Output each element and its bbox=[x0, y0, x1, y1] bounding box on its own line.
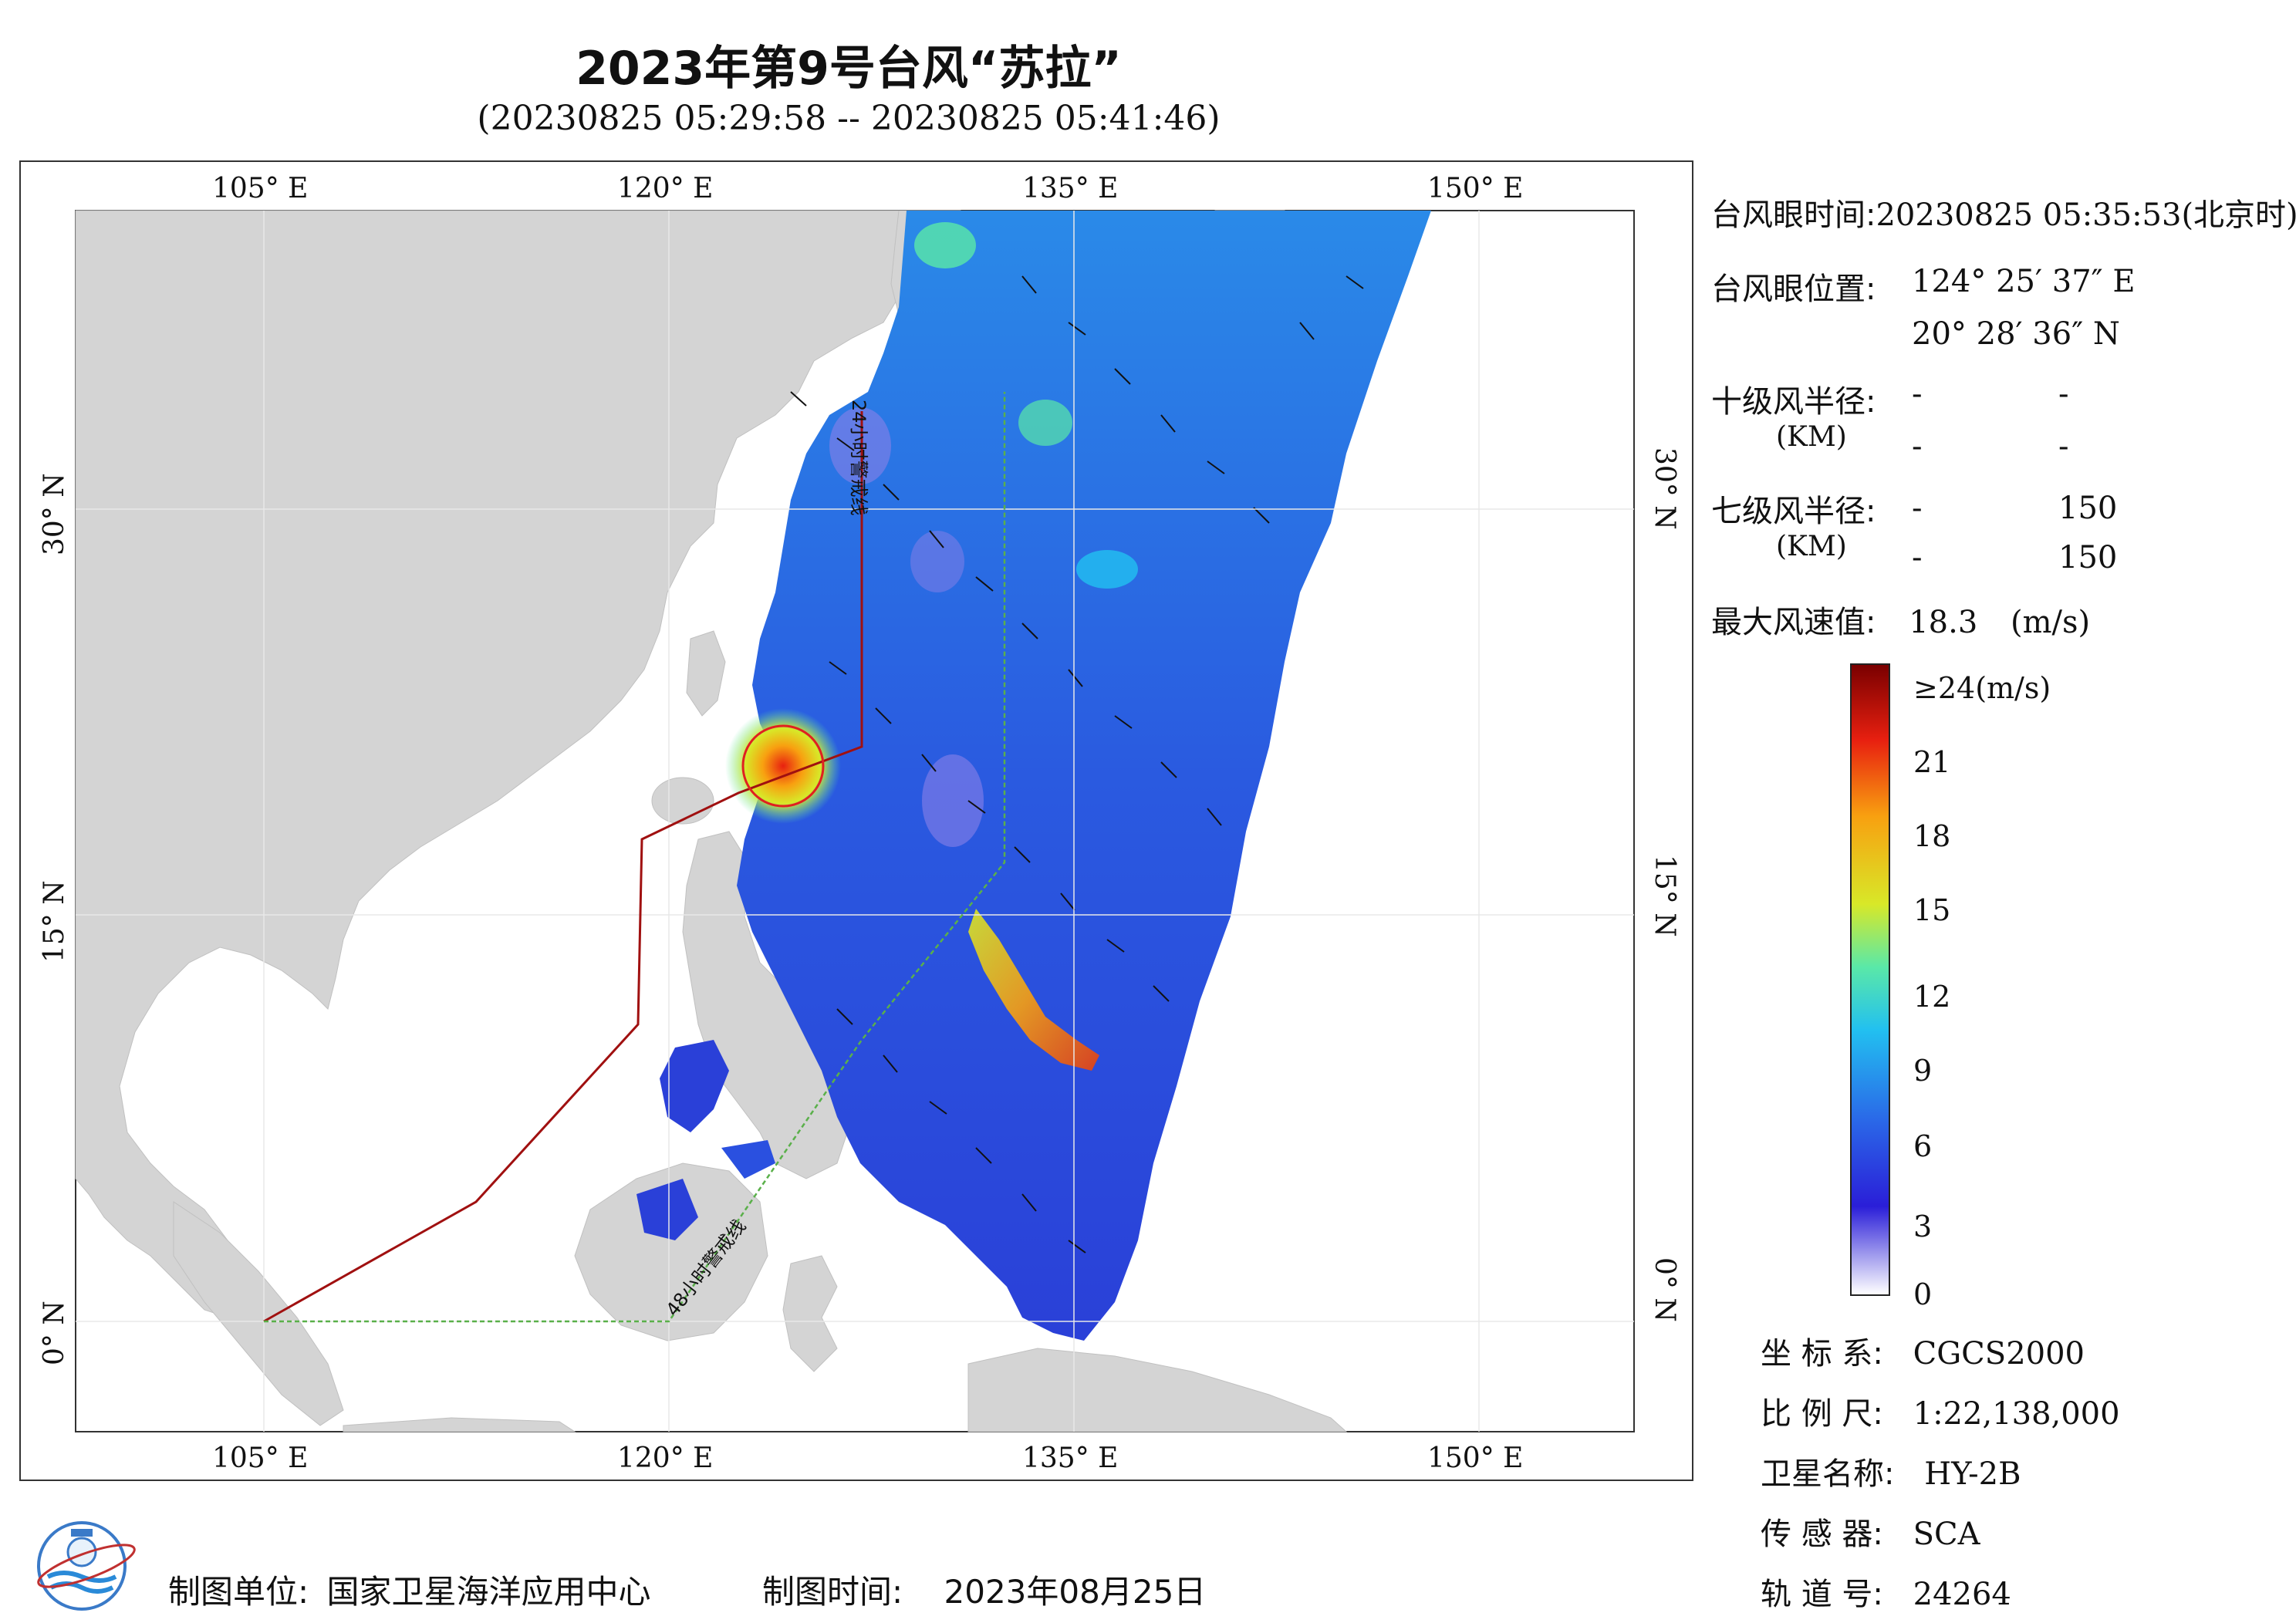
colorbar-tick-6: 6 bbox=[1913, 1129, 1933, 1163]
map-title: 2023年第9号台风“苏拉” bbox=[576, 42, 1122, 96]
warning-line-24h bbox=[263, 411, 863, 1323]
coord-label: 坐 标 系: bbox=[1761, 1336, 1883, 1372]
eye-pos-label: 台风眼位置: bbox=[1711, 272, 1876, 307]
map-subtitle: (20230825 05:29:58 -- 20230825 05:41:46) bbox=[477, 99, 1221, 138]
r7-val-2: 150 bbox=[2058, 491, 2118, 526]
sensor-label: 传 感 器: bbox=[1761, 1517, 1883, 1552]
footer-unit: 制图单位: 国家卫星海洋应用中心 bbox=[168, 1566, 651, 1613]
warning-line-24h-label: 24小时警戒线 bbox=[848, 400, 869, 516]
map-frame bbox=[19, 160, 1693, 1481]
swath-north-band bbox=[737, 211, 1431, 1341]
borneo bbox=[574, 1162, 768, 1341]
lat-tick-left-30: 30° N bbox=[39, 473, 70, 555]
colorbar-tick-15: 15 bbox=[1913, 893, 1951, 927]
max-wind-row: 最大风速值: 18.3 (m/s) bbox=[1711, 597, 2090, 642]
eye-time-value: 20230825 05:35:53(北京时) bbox=[1876, 197, 2296, 233]
lat-tick-right-30: 30° N bbox=[1649, 447, 1680, 530]
scale-value: 1:22,138,000 bbox=[1913, 1396, 2120, 1432]
colorbar-tick-12: 12 bbox=[1913, 980, 1951, 1014]
orbit-value: 24264 bbox=[1913, 1577, 2011, 1612]
sat-value: HY-2B bbox=[1924, 1456, 2021, 1492]
eye-lon: 124° 25′ 37″ E bbox=[1912, 264, 2136, 299]
footer-time-value: 2023年08月25日 bbox=[944, 1573, 1207, 1611]
sat-label: 卫星名称: bbox=[1761, 1456, 1895, 1492]
plot-area: 24小时警戒线 48小时警戒线 bbox=[75, 210, 1635, 1432]
max-wind-unit: (m/s) bbox=[2010, 605, 2091, 640]
coord-row: 坐 标 系: CGCS2000 bbox=[1761, 1328, 2085, 1373]
colorbar-tick-21: 21 bbox=[1913, 745, 1951, 779]
lat-tick-left-0: 0° N bbox=[39, 1301, 70, 1365]
lon-tick-bottom-150: 150° E bbox=[1427, 1442, 1524, 1474]
taiwan bbox=[686, 630, 726, 717]
lon-tick-bottom-135: 135° E bbox=[1022, 1442, 1119, 1474]
orbit-row: 轨 道 号: 24264 bbox=[1761, 1569, 2011, 1614]
r10-val-3: - bbox=[1912, 429, 1923, 464]
r7-val-1: - bbox=[1912, 491, 1923, 526]
new-guinea bbox=[967, 1348, 1348, 1432]
colorbar-top-label: ≥24(m/s) bbox=[1913, 671, 2051, 705]
r10-val-2: - bbox=[2058, 376, 2069, 412]
lon-tick-top-120: 120° E bbox=[617, 173, 714, 204]
sat-row: 卫星名称: HY-2B bbox=[1761, 1449, 2021, 1493]
map-canvas[interactable]: 24小时警戒线 48小时警戒线 bbox=[19, 160, 1693, 1481]
sulawesi bbox=[782, 1255, 838, 1372]
coord-value: CGCS2000 bbox=[1913, 1336, 2085, 1372]
eye-time-row: 台风眼时间:20230825 05:35:53(北京时) bbox=[1711, 190, 2296, 235]
colorbar bbox=[1850, 663, 1890, 1296]
lon-tick-top-105: 105° E bbox=[212, 173, 309, 204]
hainan bbox=[651, 777, 714, 825]
typhoon-radius-circle[interactable] bbox=[741, 724, 825, 808]
philippines bbox=[682, 831, 853, 1179]
footer-unit-value: 国家卫星海洋应用中心 bbox=[326, 1573, 651, 1611]
colorbar-tick-18: 18 bbox=[1913, 819, 1951, 853]
max-wind-value: 18.3 bbox=[1909, 605, 1978, 640]
r7-val-4: 150 bbox=[2058, 540, 2118, 575]
sensor-row: 传 感 器: SCA bbox=[1761, 1509, 1980, 1554]
r7-val-3: - bbox=[1912, 540, 1923, 575]
wind-streak bbox=[968, 909, 1099, 1071]
lon-tick-bottom-105: 105° E bbox=[212, 1442, 309, 1474]
r7-label: 七级风半径: bbox=[1711, 494, 1876, 529]
footer-time-label: 制图时间: bbox=[762, 1573, 903, 1611]
r10-label: 十级风半径: bbox=[1711, 384, 1876, 420]
footer-time: 制图时间: 2023年08月25日 bbox=[762, 1566, 1206, 1613]
lon-tick-top-135: 135° E bbox=[1022, 173, 1119, 204]
scale-label: 比 例 尺: bbox=[1761, 1396, 1883, 1432]
eye-time-label: 台风眼时间: bbox=[1711, 197, 1876, 233]
scale-row: 比 例 尺: 1:22,138,000 bbox=[1761, 1388, 2120, 1433]
colorbar-tick-3: 3 bbox=[1913, 1210, 1933, 1243]
r10-unit: (KM) bbox=[1776, 421, 1847, 453]
graticule bbox=[76, 211, 1634, 1432]
colorbar-tick-0: 0 bbox=[1913, 1277, 1933, 1311]
r10-val-1: - bbox=[1912, 376, 1923, 412]
wind-barbs bbox=[790, 275, 1364, 1254]
r10-val-4: - bbox=[2058, 429, 2069, 464]
lat-tick-left-15: 15° N bbox=[39, 880, 70, 963]
orbit-label: 轨 道 号: bbox=[1761, 1577, 1883, 1612]
eye-lat: 20° 28′ 36″ N bbox=[1912, 316, 2120, 352]
lon-tick-top-150: 150° E bbox=[1427, 173, 1524, 204]
sumatra bbox=[173, 1201, 344, 1426]
java bbox=[343, 1417, 576, 1432]
lat-tick-right-15: 15° N bbox=[1649, 855, 1680, 937]
sensor-value: SCA bbox=[1913, 1517, 1980, 1552]
lat-tick-right-0: 0° N bbox=[1649, 1257, 1680, 1322]
lon-tick-bottom-120: 120° E bbox=[617, 1442, 714, 1474]
colorbar-tick-9: 9 bbox=[1913, 1054, 1933, 1088]
r7-unit: (KM) bbox=[1776, 531, 1847, 562]
max-wind-label: 最大风速值: bbox=[1711, 605, 1876, 640]
warning-line-48h bbox=[264, 392, 1006, 1323]
nsoas-logo bbox=[37, 1521, 136, 1611]
footer-unit-label: 制图单位: bbox=[168, 1573, 309, 1611]
